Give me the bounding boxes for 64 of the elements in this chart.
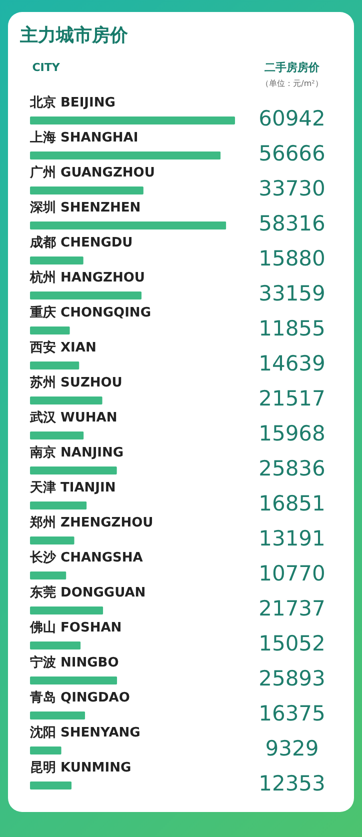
bar xyxy=(30,502,87,510)
data-label: 56666 xyxy=(258,142,326,166)
y-tick-label: 上海 SHANGHAI xyxy=(29,130,138,146)
data-label: 60942 xyxy=(258,106,326,130)
y-tick-label: 南京 NANJING xyxy=(29,444,124,460)
data-label: 25893 xyxy=(258,666,326,690)
bar xyxy=(30,152,221,160)
bar xyxy=(30,642,81,650)
data-label: 15052 xyxy=(258,632,326,656)
y-tick-label: 郑州 ZHENGZHOU xyxy=(29,516,154,530)
y-tick-label: 武汉 WUHAN xyxy=(29,410,118,426)
data-label: 21517 xyxy=(258,386,326,410)
data-label: 14639 xyxy=(258,352,326,376)
bar xyxy=(30,746,62,754)
data-label: 11855 xyxy=(258,316,326,340)
bar xyxy=(30,432,84,440)
y-tick-label: 沈阳 SHENYANG xyxy=(29,726,140,740)
data-label: 16375 xyxy=(258,702,326,726)
bar xyxy=(30,222,226,230)
y-tick-label: 北京 BEIJING xyxy=(29,94,116,110)
bar xyxy=(30,676,118,684)
y-tick-label: 成都 CHENGDU xyxy=(29,236,133,250)
y-tick-label: 东莞 DONGGUAN xyxy=(29,584,146,600)
data-label: 15968 xyxy=(258,422,326,446)
text: （单位：元/m²） xyxy=(261,79,323,88)
bar xyxy=(30,326,70,334)
y-tick-label: 长沙 CHANGSHA xyxy=(29,550,143,566)
chart-title: 主力城市房价 xyxy=(19,25,129,46)
data-label: 25836 xyxy=(258,456,326,480)
y-tick-label: 苏州 SUZHOU xyxy=(29,376,122,390)
y-tick-label: 天津 TIANJIN xyxy=(29,480,116,496)
y-tick-label: 西安 XIAN xyxy=(29,340,96,356)
y-tick-label: 广州 GUANGZHOU xyxy=(29,164,155,180)
bar xyxy=(30,256,84,264)
x-axis-title: 二手房房价 xyxy=(264,61,320,74)
bar xyxy=(30,572,66,580)
bar xyxy=(30,712,86,720)
bar xyxy=(30,606,104,614)
bar xyxy=(30,362,80,370)
bar xyxy=(30,466,117,474)
data-label: 58316 xyxy=(258,212,326,236)
y-tick-label: 深圳 SHENZHEN xyxy=(29,200,141,216)
data-label: 21737 xyxy=(258,596,326,620)
data-label: 9329 xyxy=(265,736,319,760)
bar xyxy=(30,782,72,790)
data-label: 12353 xyxy=(258,772,326,796)
y-tick-label: 重庆 CHONGQING xyxy=(29,304,151,320)
data-label: 13191 xyxy=(258,526,326,550)
data-label: 10770 xyxy=(258,562,326,586)
bar xyxy=(30,396,102,404)
y-tick-label: 佛山 FOSHAN xyxy=(29,620,122,636)
y-tick-label: 昆明 KUNMING xyxy=(30,760,132,776)
data-label: 33159 xyxy=(258,282,326,306)
y-tick-label: 青岛 QINGDAO xyxy=(29,690,130,706)
data-label: 33730 xyxy=(258,176,326,200)
bar xyxy=(30,116,235,124)
y-tick-label: 杭州 HANGZHOU xyxy=(29,270,145,286)
bar xyxy=(30,536,74,544)
bar xyxy=(30,292,142,300)
y-tick-label: 宁波 NINGBO xyxy=(30,654,119,670)
data-label: 16851 xyxy=(258,492,326,516)
y-axis-title: CITY xyxy=(32,61,61,74)
bar xyxy=(30,186,144,194)
data-label: 15880 xyxy=(258,246,326,270)
